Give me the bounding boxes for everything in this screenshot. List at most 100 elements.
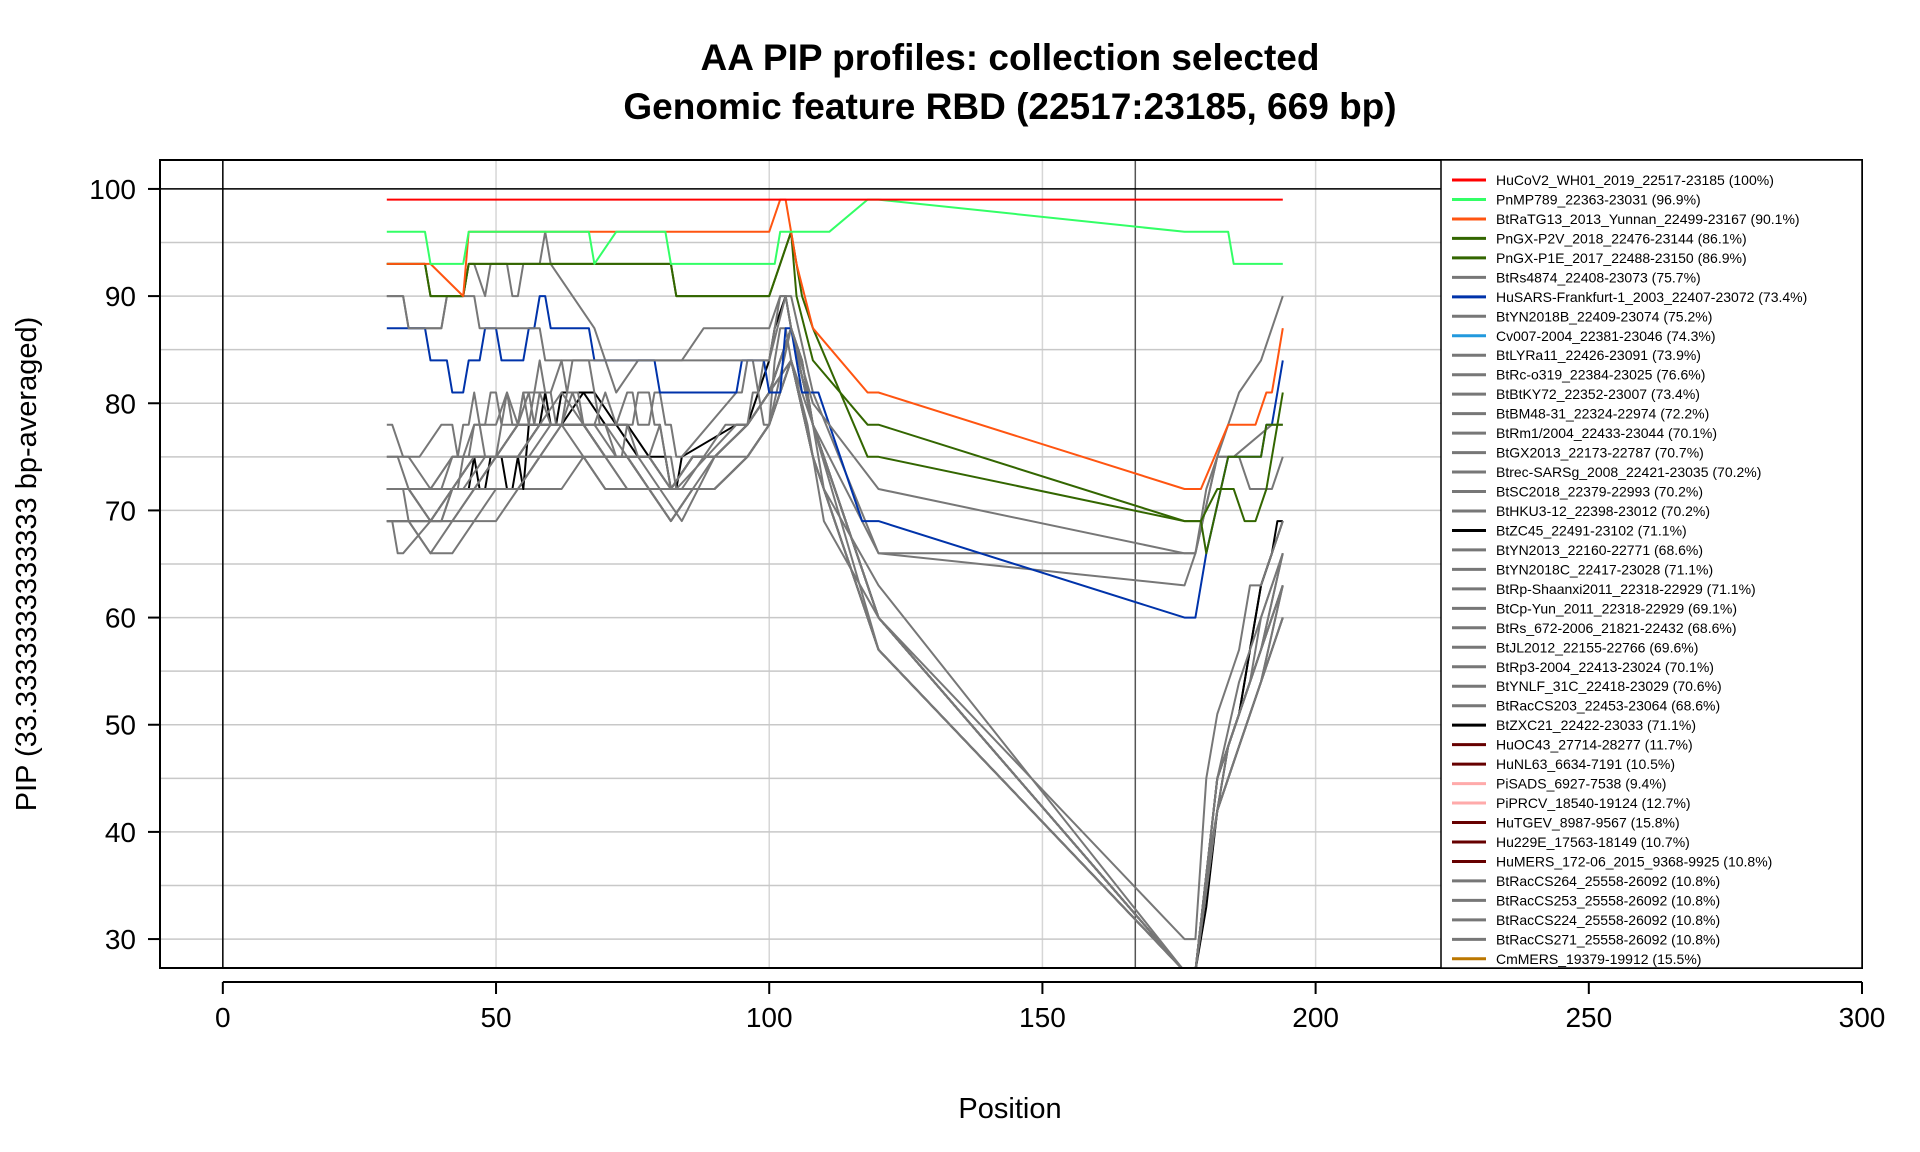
legend-label: Btrec-SARSg_2008_22421-23035 (70.2%) bbox=[1496, 464, 1761, 480]
legend-entry: BtBtKY72_22352-23007 (73.4%) bbox=[1452, 386, 1700, 402]
legend-label: BtJL2012_22155-22766 (69.6%) bbox=[1496, 639, 1698, 655]
legend-entry: Hu229E_17563-18149 (10.7%) bbox=[1452, 834, 1690, 850]
y-tick-label: 60 bbox=[105, 603, 136, 634]
y-tick-label: 40 bbox=[105, 817, 136, 848]
legend-label: BtYN2013_22160-22771 (68.6%) bbox=[1496, 542, 1703, 558]
y-tick-label: 70 bbox=[105, 495, 136, 526]
x-tick-label: 0 bbox=[215, 1002, 231, 1033]
legend-label: HuCoV2_WH01_2019_22517-23185 (100%) bbox=[1496, 172, 1774, 188]
legend-entry: BtRacCS271_25558-26092 (10.8%) bbox=[1452, 931, 1720, 947]
legend-entry: HuOC43_27714-28277 (11.7%) bbox=[1452, 737, 1693, 753]
legend-entry: BtRacCS253_25558-26092 (10.8%) bbox=[1452, 892, 1720, 908]
legend-box bbox=[1440, 159, 1863, 969]
legend-label: HuTGEV_8987-9567 (15.8%) bbox=[1496, 815, 1680, 831]
legend-label: BtZXC21_22422-23033 (71.1%) bbox=[1496, 717, 1696, 733]
legend-label: BtRp-Shaanxi2011_22318-22929 (71.1%) bbox=[1496, 581, 1756, 597]
legend-label: BtYN2018C_22417-23028 (71.1%) bbox=[1496, 561, 1713, 577]
legend-entry: BtCp-Yun_2011_22318-22929 (69.1%) bbox=[1452, 600, 1737, 616]
legend-entry: BtRs4874_22408-23073 (75.7%) bbox=[1452, 269, 1701, 285]
legend-entry: PnMP789_22363-23031 (96.9%) bbox=[1452, 191, 1701, 207]
legend-entry: BtGX2013_22173-22787 (70.7%) bbox=[1452, 445, 1704, 461]
chart-subtitle: Genomic feature RBD (22517:23185, 669 bp… bbox=[623, 86, 1396, 127]
x-axis: 0 50 100 150 200 250 300 bbox=[215, 981, 1886, 1033]
legend-entry: BtZC45_22491-23102 (71.1%) bbox=[1452, 522, 1687, 538]
legend-entry: BtRaTG13_2013_Yunnan_22499-23167 (90.1%) bbox=[1452, 211, 1800, 227]
legend-entry: BtYN2013_22160-22771 (68.6%) bbox=[1452, 542, 1703, 558]
legend-entry: Btrec-SARSg_2008_22421-23035 (70.2%) bbox=[1452, 464, 1761, 480]
y-tick-label: 90 bbox=[105, 281, 136, 312]
legend-label: Hu229E_17563-18149 (10.7%) bbox=[1496, 834, 1690, 850]
legend-entry: BtRacCS203_22453-23064 (68.6%) bbox=[1452, 698, 1720, 714]
x-tick-label: 100 bbox=[746, 1002, 793, 1033]
series-line-7 bbox=[386, 295, 1284, 555]
legend-entry: PnGX-P2V_2018_22476-23144 (86.1%) bbox=[1452, 230, 1747, 246]
legend-entry: HuSARS-Frankfurt-1_2003_22407-23072 (73.… bbox=[1452, 289, 1807, 305]
legend-label: BtRacCS271_25558-26092 (10.8%) bbox=[1496, 931, 1720, 947]
x-tick-label: 150 bbox=[1019, 1002, 1066, 1033]
legend-entry: BtYN2018C_22417-23028 (71.1%) bbox=[1452, 561, 1713, 577]
y-axis: 30 40 50 60 70 80 90 100 bbox=[89, 174, 161, 955]
legend-entry: BtSC2018_22379-22993 (70.2%) bbox=[1452, 484, 1703, 500]
series-lines bbox=[386, 198, 1284, 968]
legend-label: BtZC45_22491-23102 (71.1%) bbox=[1496, 522, 1687, 538]
x-tick-label: 50 bbox=[480, 1002, 511, 1033]
legend-label: BtRacCS203_22453-23064 (68.6%) bbox=[1496, 698, 1720, 714]
legend-label: BtBtKY72_22352-23007 (73.4%) bbox=[1496, 386, 1700, 402]
y-tick-label: 80 bbox=[105, 388, 136, 419]
x-tick-label: 250 bbox=[1565, 1002, 1612, 1033]
legend-entry: BtJL2012_22155-22766 (69.6%) bbox=[1452, 639, 1698, 655]
legend-label: BtRacCS224_25558-26092 (10.8%) bbox=[1496, 912, 1720, 928]
legend-entry: PiSADS_6927-7538 (9.4%) bbox=[1452, 776, 1666, 792]
legend-label: HuMERS_172-06_2015_9368-9925 (10.8%) bbox=[1496, 853, 1772, 869]
legend-label: BtRm1/2004_22433-23044 (70.1%) bbox=[1496, 425, 1717, 441]
legend-label: BtRacCS264_25558-26092 (10.8%) bbox=[1496, 873, 1720, 889]
legend-label: HuOC43_27714-28277 (11.7%) bbox=[1496, 737, 1693, 753]
y-tick-label: 30 bbox=[105, 924, 136, 955]
legend-entry: BtRacCS224_25558-26092 (10.8%) bbox=[1452, 912, 1720, 928]
legend-entry: BtBM48-31_22324-22974 (72.2%) bbox=[1452, 406, 1709, 422]
legend-entry: BtRp3-2004_22413-23024 (70.1%) bbox=[1452, 659, 1714, 675]
legend-label: BtYN2018B_22409-23074 (75.2%) bbox=[1496, 308, 1712, 324]
legend-entry: HuCoV2_WH01_2019_22517-23185 (100%) bbox=[1452, 172, 1774, 188]
legend-entry: BtRc-o319_22384-23025 (76.6%) bbox=[1452, 367, 1705, 383]
legend-label: HuSARS-Frankfurt-1_2003_22407-23072 (73.… bbox=[1496, 289, 1807, 305]
legend-label: PiSADS_6927-7538 (9.4%) bbox=[1496, 776, 1666, 792]
legend-label: BtRs4874_22408-23073 (75.7%) bbox=[1496, 269, 1701, 285]
legend-label: PnMP789_22363-23031 (96.9%) bbox=[1496, 191, 1701, 207]
legend-entry: BtZXC21_22422-23033 (71.1%) bbox=[1452, 717, 1696, 733]
legend-label: BtBM48-31_22324-22974 (72.2%) bbox=[1496, 406, 1709, 422]
legend-entry: BtRs_672-2006_21821-22432 (68.6%) bbox=[1452, 620, 1737, 636]
legend-label: BtGX2013_22173-22787 (70.7%) bbox=[1496, 445, 1704, 461]
legend-entry: CmMERS_19379-19912 (15.5%) bbox=[1452, 951, 1701, 967]
legend-entry: BtHKU3-12_22398-23012 (70.2%) bbox=[1452, 503, 1710, 519]
legend-label: HuNL63_6634-7191 (10.5%) bbox=[1496, 756, 1675, 772]
legend-entry: PnGX-P1E_2017_22488-23150 (86.9%) bbox=[1452, 250, 1747, 266]
legend-entry: BtLYRa11_22426-23091 (73.9%) bbox=[1452, 347, 1701, 363]
legend-entry: PiPRCV_18540-19124 (12.7%) bbox=[1452, 795, 1691, 811]
legend-label: BtRacCS253_25558-26092 (10.8%) bbox=[1496, 892, 1720, 908]
legend-label: PnGX-P2V_2018_22476-23144 (86.1%) bbox=[1496, 230, 1747, 246]
legend-label: BtRaTG13_2013_Yunnan_22499-23167 (90.1%) bbox=[1496, 211, 1800, 227]
legend: HuCoV2_WH01_2019_22517-23185 (100%) PnMP7… bbox=[1440, 159, 1863, 969]
legend-label: BtRc-o319_22384-23025 (76.6%) bbox=[1496, 367, 1705, 383]
legend-entry: HuMERS_172-06_2015_9368-9925 (10.8%) bbox=[1452, 853, 1772, 869]
x-tick-label: 300 bbox=[1839, 1002, 1886, 1033]
legend-entry: BtYN2018B_22409-23074 (75.2%) bbox=[1452, 308, 1712, 324]
x-axis-label: Position bbox=[958, 1093, 1061, 1125]
legend-label: BtHKU3-12_22398-23012 (70.2%) bbox=[1496, 503, 1710, 519]
legend-entry: BtRacCS264_25558-26092 (10.8%) bbox=[1452, 873, 1720, 889]
legend-entry: BtRm1/2004_22433-23044 (70.1%) bbox=[1452, 425, 1717, 441]
series-line-9 bbox=[386, 327, 1284, 941]
legend-label: BtCp-Yun_2011_22318-22929 (69.1%) bbox=[1496, 600, 1737, 616]
y-tick-label: 100 bbox=[89, 174, 136, 205]
legend-entry: HuNL63_6634-7191 (10.5%) bbox=[1452, 756, 1675, 772]
y-axis-label: PIP (33.3333333333333 bp-averaged) bbox=[11, 317, 43, 811]
x-tick-label: 200 bbox=[1292, 1002, 1339, 1033]
legend-entry: BtRp-Shaanxi2011_22318-22929 (71.1%) bbox=[1452, 581, 1756, 597]
legend-label: Cv007-2004_22381-23046 (74.3%) bbox=[1496, 328, 1716, 344]
chart-title: AA PIP profiles: collection selected bbox=[701, 37, 1320, 78]
legend-label: BtYNLF_31C_22418-23029 (70.6%) bbox=[1496, 678, 1722, 694]
series-line-1 bbox=[386, 198, 1283, 265]
legend-entry: HuTGEV_8987-9567 (15.8%) bbox=[1452, 815, 1680, 831]
